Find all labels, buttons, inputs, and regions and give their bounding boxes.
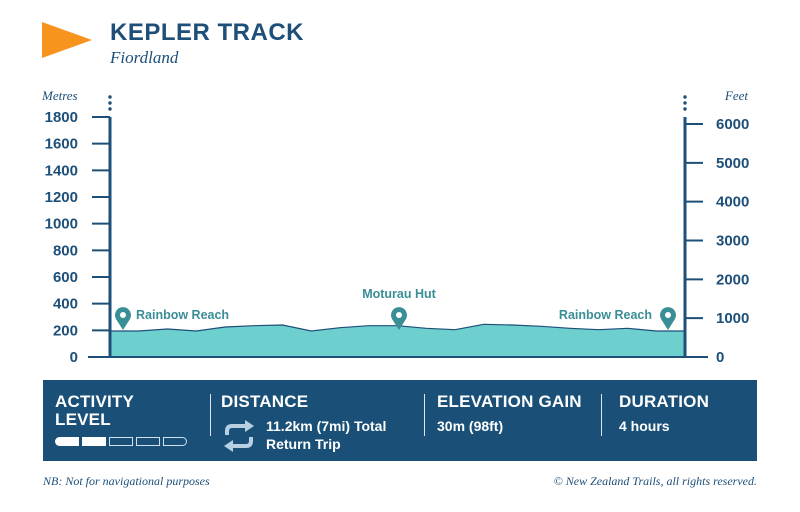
right-axis-tick-label: 4000: [716, 194, 749, 211]
location-pin-dot: [665, 312, 671, 318]
elevation-profile-area: [109, 323, 686, 358]
activity-heading-line2: LEVEL: [55, 410, 111, 429]
right-axis-tick-label: 6000: [716, 116, 749, 133]
divider: [210, 394, 211, 436]
location-label: Rainbow Reach: [136, 308, 229, 322]
divider: [424, 394, 425, 436]
activity-level-segment: [109, 437, 133, 446]
activity-level-segment: [55, 437, 79, 446]
right-axis-tick-label: 2000: [716, 271, 749, 288]
location-pin-icon: [114, 307, 131, 330]
flag-logo-icon: [42, 22, 92, 58]
page-title: KEPLER TRACK: [110, 19, 305, 46]
elevation-heading: ELEVATION GAIN: [437, 392, 582, 411]
duration-section: DURATION 4 hours: [619, 380, 749, 461]
activity-level-segment: [136, 437, 160, 446]
activity-level-meter: [55, 437, 187, 446]
left-axis-unit-label: Metres: [41, 88, 78, 103]
duration-heading: DURATION: [619, 392, 710, 411]
disclaimer-note: NB: Not for navigational purposes: [43, 474, 210, 488]
distance-value-line2: Return Trip: [266, 436, 341, 452]
left-axis-tick-label: 1800: [45, 109, 78, 126]
location-pin-icon: [391, 307, 407, 330]
right-axis-tick-label: 3000: [716, 233, 749, 250]
axis-continuation-dot: [108, 95, 112, 99]
elevation-chart: Metres Feet 0 200 400 600 800 1000 1200 1400 1600 1…: [41, 88, 749, 366]
location-label: Rainbow Reach: [559, 308, 652, 322]
right-axis-tick-label: 5000: [716, 155, 749, 172]
left-axis-tick-label: 1600: [45, 136, 78, 153]
left-axis-tick-label: 1400: [45, 162, 78, 179]
left-axis-tick-label: 1200: [45, 189, 78, 206]
left-axis-tick-label: 1000: [45, 216, 78, 233]
location-pin-dot: [120, 312, 126, 318]
left-axis-tick-label: 0: [70, 349, 78, 366]
distance-value-line1: 11.2km (7mi) Total: [266, 418, 387, 434]
axis-continuation-dot: [683, 107, 687, 111]
location-label: Moturau Hut: [362, 287, 436, 301]
return-loop-icon: [224, 420, 254, 452]
activity-level-segment: [163, 437, 187, 446]
left-axis-tick-label: 400: [53, 296, 78, 313]
axis-continuation-dot: [683, 101, 687, 105]
distance-heading: DISTANCE: [221, 392, 309, 411]
activity-heading-line1: ACTIVITY: [55, 392, 135, 411]
axis-continuation-dot: [108, 101, 112, 105]
location-pin-dot: [396, 312, 402, 318]
right-axis-tick-label: 1000: [716, 310, 749, 327]
right-axis-unit-label: Feet: [724, 88, 748, 103]
right-axis-tick-label: 0: [716, 349, 724, 366]
elevation-section: ELEVATION GAIN 30m (98ft): [437, 380, 607, 461]
activity-level-segment: [82, 437, 106, 446]
divider: [601, 394, 602, 436]
distance-section: DISTANCE 11.2km (7mi) Total Return Trip: [221, 380, 431, 461]
left-axis-tick-label: 200: [53, 322, 78, 339]
left-axis-tick-label: 600: [53, 269, 78, 286]
duration-value: 4 hours: [619, 418, 670, 434]
page-subtitle: Fiordland: [110, 48, 179, 67]
axis-continuation-dot: [108, 107, 112, 111]
left-axis-tick-label: 800: [53, 242, 78, 259]
elevation-value: 30m (98ft): [437, 418, 504, 434]
activity-section: ACTIVITY LEVEL: [43, 380, 203, 461]
location-pin-icon: [660, 307, 677, 330]
copyright-note: © New Zealand Trails, all rights reserve…: [553, 474, 757, 488]
axis-continuation-dot: [683, 95, 687, 99]
info-panel: ACTIVITY LEVEL DISTANCE 11.2km (7mi) Tot…: [43, 380, 757, 461]
